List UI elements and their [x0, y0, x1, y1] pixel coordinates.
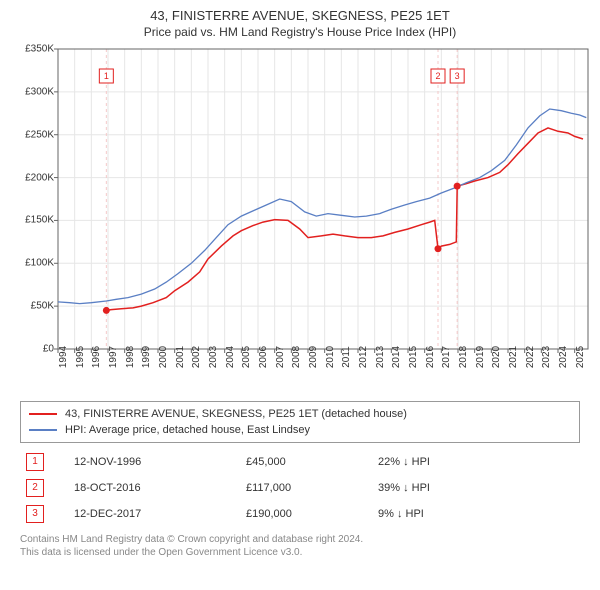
x-tick-label: 2008	[291, 346, 302, 368]
x-tick-label: 1998	[125, 346, 136, 368]
x-tick-label: 1999	[141, 346, 152, 368]
x-tick-label: 2018	[458, 346, 469, 368]
legend-swatch	[29, 413, 57, 415]
x-tick-label: 2002	[191, 346, 202, 368]
x-tick-label: 2000	[158, 346, 169, 368]
footnote-line1: Contains HM Land Registry data © Crown c…	[20, 534, 363, 545]
sale-price: £190,000	[240, 501, 372, 527]
sale-diff: 39% ↓ HPI	[372, 475, 580, 501]
sale-marker-2: 2	[431, 69, 445, 83]
x-tick-label: 2004	[225, 346, 236, 368]
x-tick-label: 1994	[58, 346, 69, 368]
sale-date: 12-NOV-1996	[68, 449, 240, 475]
svg-text:1: 1	[104, 71, 109, 81]
x-tick-label: 2023	[541, 346, 552, 368]
x-tick-label: 2009	[308, 346, 319, 368]
x-tick-label: 2025	[575, 346, 586, 368]
y-tick-label: £50K	[14, 301, 54, 312]
x-tick-label: 2006	[258, 346, 269, 368]
y-tick-label: £200K	[14, 172, 54, 183]
legend-swatch	[29, 429, 57, 431]
footnote: Contains HM Land Registry data © Crown c…	[20, 533, 580, 559]
page: 43, FINISTERRE AVENUE, SKEGNESS, PE25 1E…	[0, 0, 600, 590]
y-tick-label: £350K	[14, 44, 54, 55]
x-tick-label: 2014	[391, 346, 402, 368]
table-row: 3 12-DEC-2017£190,0009% ↓ HPI	[20, 501, 580, 527]
table-row: 2 18-OCT-2016£117,00039% ↓ HPI	[20, 475, 580, 501]
series-hpi	[58, 109, 586, 304]
x-tick-label: 2012	[358, 346, 369, 368]
x-tick-label: 1997	[108, 346, 119, 368]
y-tick-label: £100K	[14, 258, 54, 269]
sales-table: 1 12-NOV-1996£45,00022% ↓ HPI 2 18-OCT-2016…	[20, 449, 580, 527]
legend-row: HPI: Average price, detached house, East…	[29, 422, 571, 438]
sale-marker-box: 1	[26, 453, 44, 471]
chart-area: 1 2 3 £0 £50K £100K £150K £200K £250K £300K £350K…	[10, 45, 590, 395]
footnote-line2: This data is licensed under the Open Gov…	[20, 547, 302, 558]
x-tick-label: 2001	[175, 346, 186, 368]
sale-price: £45,000	[240, 449, 372, 475]
y-tick-label: £300K	[14, 86, 54, 97]
legend-label: 43, FINISTERRE AVENUE, SKEGNESS, PE25 1E…	[65, 408, 407, 420]
legend-label: HPI: Average price, detached house, East…	[65, 424, 310, 436]
svg-text:3: 3	[455, 71, 460, 81]
x-tick-label: 2022	[525, 346, 536, 368]
y-tick-label: £250K	[14, 129, 54, 140]
chart-svg: 1 2 3	[10, 45, 590, 395]
x-tick-label: 2016	[425, 346, 436, 368]
legend-box: 43, FINISTERRE AVENUE, SKEGNESS, PE25 1E…	[20, 401, 580, 443]
sale-diff: 22% ↓ HPI	[372, 449, 580, 475]
chart-title: 43, FINISTERRE AVENUE, SKEGNESS, PE25 1E…	[10, 8, 590, 23]
sale-price: £117,000	[240, 475, 372, 501]
table-row: 1 12-NOV-1996£45,00022% ↓ HPI	[20, 449, 580, 475]
x-tick-label: 2003	[208, 346, 219, 368]
x-tick-label: 1995	[75, 346, 86, 368]
sale-date: 12-DEC-2017	[68, 501, 240, 527]
svg-text:2: 2	[435, 71, 440, 81]
series-price_paid	[106, 128, 583, 311]
x-tick-label: 2011	[341, 346, 352, 368]
x-tick-label: 2017	[441, 346, 452, 368]
x-tick-label: 2013	[375, 346, 386, 368]
y-tick-label: £0	[14, 344, 54, 355]
sale-marker-3: 3	[450, 69, 464, 83]
x-tick-label: 2021	[508, 346, 519, 368]
sale-diff: 9% ↓ HPI	[372, 501, 580, 527]
x-tick-label: 2024	[558, 346, 569, 368]
y-tick-label: £150K	[14, 215, 54, 226]
legend-row: 43, FINISTERRE AVENUE, SKEGNESS, PE25 1E…	[29, 406, 571, 422]
x-tick-label: 2019	[475, 346, 486, 368]
sale-marker-box: 3	[26, 505, 44, 523]
sale-date: 18-OCT-2016	[68, 475, 240, 501]
sale-marker-1: 1	[99, 69, 113, 83]
x-tick-label: 2010	[325, 346, 336, 368]
x-tick-label: 2007	[275, 346, 286, 368]
x-tick-label: 2020	[491, 346, 502, 368]
x-tick-label: 2015	[408, 346, 419, 368]
sale-marker-box: 2	[26, 479, 44, 497]
x-tick-label: 2005	[241, 346, 252, 368]
chart-subtitle: Price paid vs. HM Land Registry's House …	[10, 25, 590, 39]
x-tick-label: 1996	[91, 346, 102, 368]
